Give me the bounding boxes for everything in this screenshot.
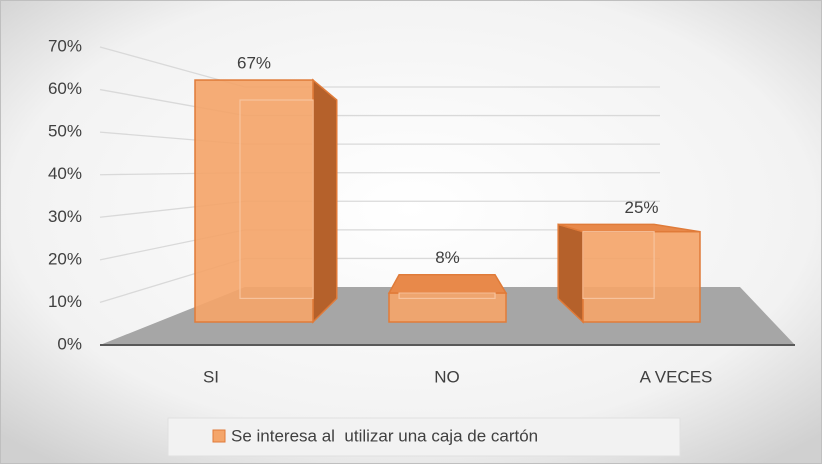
bar-side: [312, 78, 338, 324]
bar-back-edge: [239, 99, 314, 300]
bar-back-edge: [582, 231, 655, 300]
legend-marker: [212, 429, 226, 443]
y-tick-label: 20%: [48, 249, 82, 268]
legend-box: [167, 417, 681, 457]
y-tick-label: 50%: [48, 122, 82, 141]
legend-label: Se interesa al utilizar una caja de cart…: [231, 426, 538, 445]
y-tick-label: 70%: [48, 36, 82, 55]
data-label: 67%: [237, 54, 271, 73]
data-label: 25%: [624, 198, 658, 217]
y-tick-label: 10%: [48, 292, 82, 311]
x-tick-label: A VECES: [640, 367, 713, 386]
bar: [582, 230, 701, 323]
x-tick-label: NO: [434, 367, 460, 386]
bar: [388, 292, 507, 323]
y-tick-label: 60%: [48, 79, 82, 98]
y-tick-label: 40%: [48, 164, 82, 183]
y-tick-label: 0%: [57, 334, 82, 353]
bar-back-edge: [398, 292, 496, 300]
y-tick-label: 30%: [48, 207, 82, 226]
data-label: 8%: [435, 248, 460, 267]
bar-top: [387, 273, 508, 294]
bar: [194, 79, 314, 323]
x-tick-label: SI: [203, 367, 219, 386]
